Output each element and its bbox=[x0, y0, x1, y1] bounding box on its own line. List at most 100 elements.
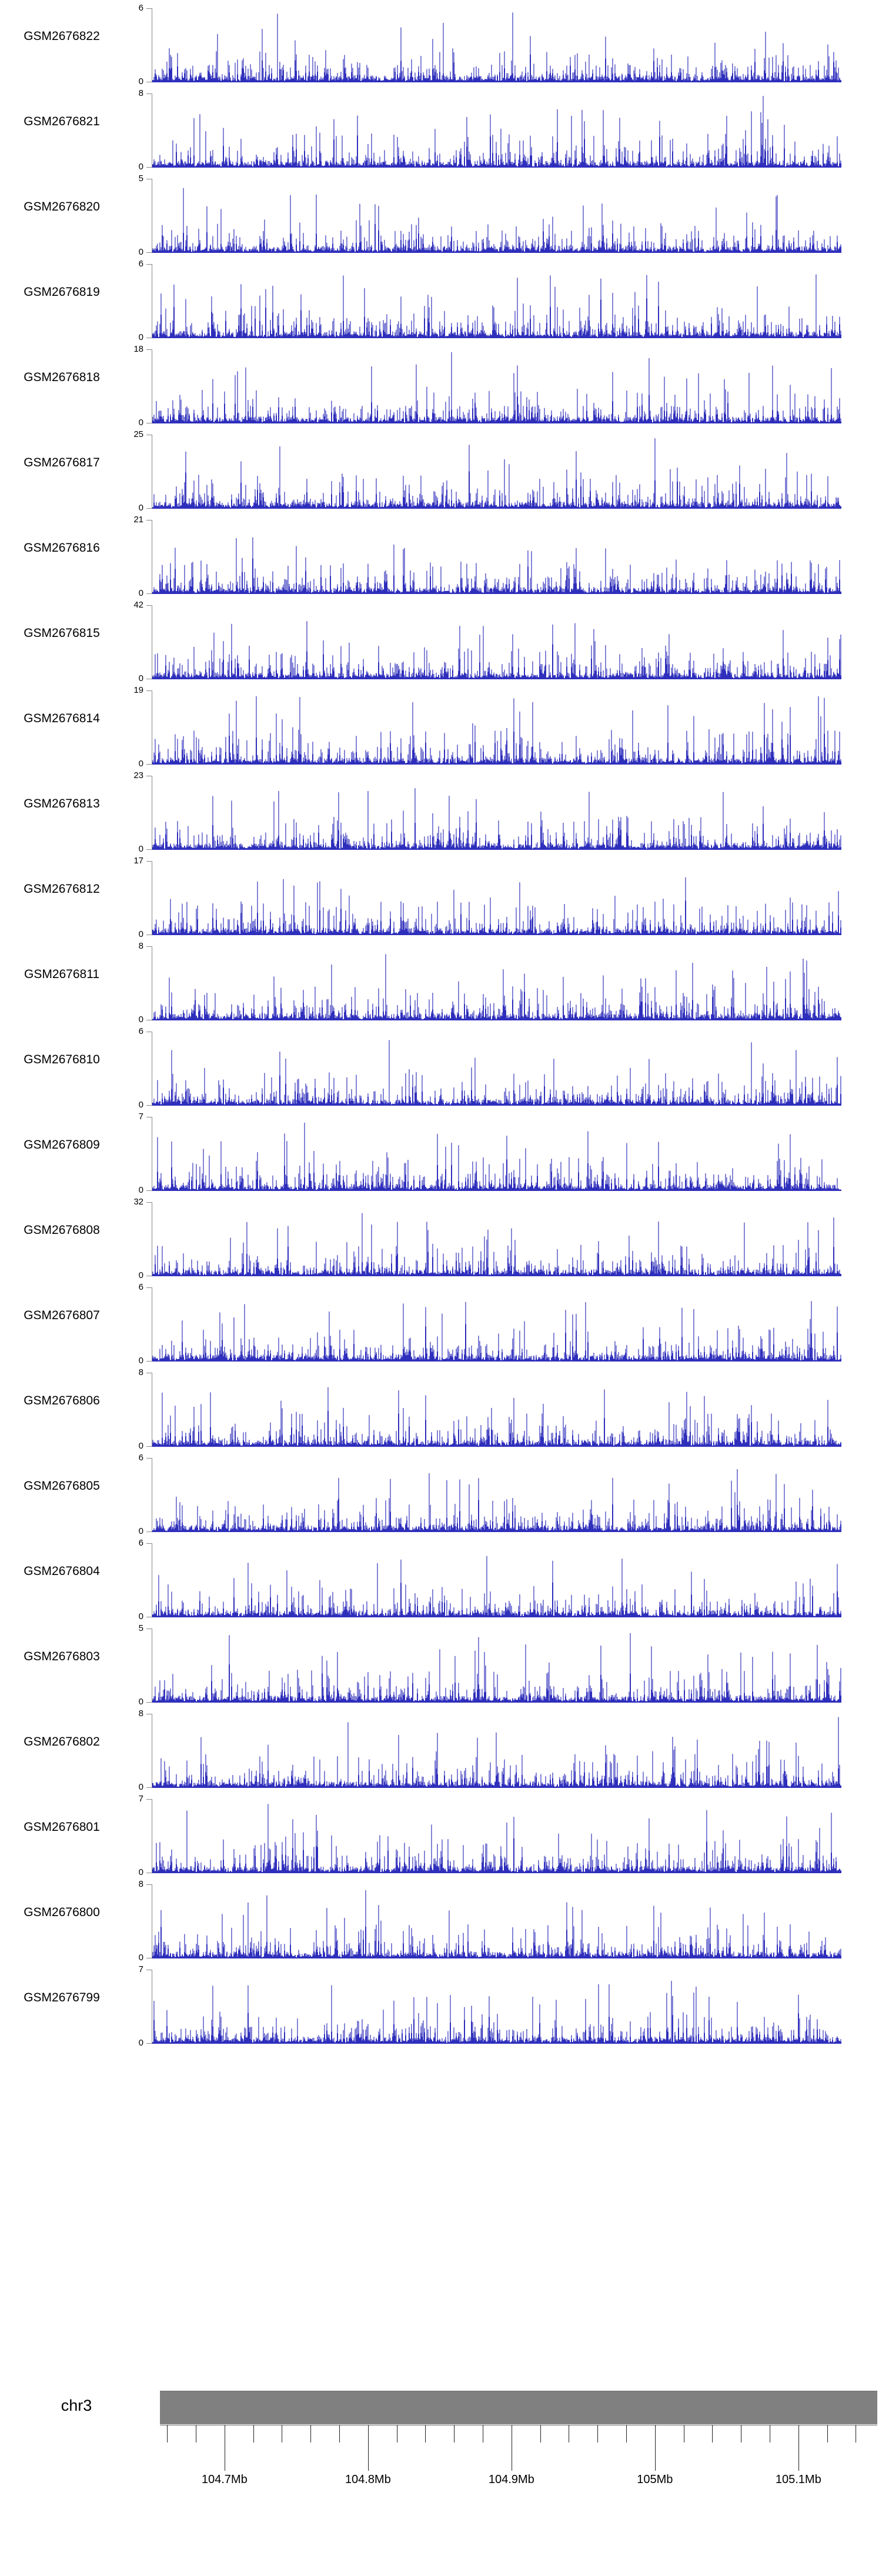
coverage-plot-area[interactable] bbox=[152, 1884, 841, 1958]
axis-tick-minor bbox=[425, 2425, 426, 2442]
coverage-track[interactable]: GSM2676808 32 0 bbox=[0, 1194, 882, 1280]
track-stack: GSM2676822 6 0 GSM2676821 8 0 GSM2676820 5 0 GSM2… bbox=[0, 0, 882, 2047]
coverage-plot-area[interactable] bbox=[152, 264, 841, 338]
track-y-axis: 25 0 bbox=[133, 430, 153, 512]
coverage-track[interactable]: GSM2676812 17 0 bbox=[0, 853, 882, 939]
y-axis-max-value: 32 bbox=[133, 1197, 143, 1206]
coverage-track[interactable]: GSM2676816 21 0 bbox=[0, 512, 882, 598]
coverage-plot-area[interactable] bbox=[152, 1287, 841, 1362]
axis-tick-major bbox=[368, 2425, 369, 2471]
track-label-gsm2676822: GSM2676822 bbox=[0, 29, 123, 44]
coverage-plot-area[interactable] bbox=[152, 1202, 841, 1276]
track-label-gsm2676820: GSM2676820 bbox=[0, 200, 123, 214]
coverage-track[interactable]: GSM2676811 8 0 bbox=[0, 938, 882, 1024]
coverage-plot-area[interactable] bbox=[152, 1970, 841, 2044]
y-axis-max-value: 7 bbox=[139, 1112, 143, 1121]
axis-tick-label: 105Mb bbox=[637, 2473, 673, 2487]
y-axis-min-value: 0 bbox=[139, 2038, 143, 2047]
coverage-track[interactable]: GSM2676819 6 0 bbox=[0, 256, 882, 342]
y-axis-max-value: 6 bbox=[139, 1453, 143, 1462]
y-axis-max-value: 19 bbox=[133, 686, 143, 695]
coverage-track[interactable]: GSM2676820 5 0 bbox=[0, 171, 882, 256]
coverage-track[interactable]: GSM2676802 8 0 bbox=[0, 1706, 882, 1791]
coverage-plot-area[interactable] bbox=[152, 94, 841, 168]
coverage-track[interactable]: GSM2676807 6 0 bbox=[0, 1279, 882, 1365]
y-axis-tick-min bbox=[146, 1702, 152, 1703]
coverage-plot-area[interactable] bbox=[152, 1714, 841, 1788]
y-axis-tick-min bbox=[146, 1190, 152, 1191]
coverage-track[interactable]: GSM2676810 6 0 bbox=[0, 1023, 882, 1109]
coverage-track[interactable]: GSM2676814 19 0 bbox=[0, 682, 882, 768]
coverage-track[interactable]: GSM2676821 8 0 bbox=[0, 85, 882, 171]
track-label-gsm2676806: GSM2676806 bbox=[0, 1394, 123, 1408]
y-axis-tick-min bbox=[146, 252, 152, 253]
coverage-track[interactable]: GSM2676804 6 0 bbox=[0, 1535, 882, 1621]
coverage-plot-area[interactable] bbox=[152, 776, 841, 850]
track-y-axis: 32 0 bbox=[133, 1197, 153, 1280]
y-axis-min-value: 0 bbox=[139, 1442, 143, 1450]
y-axis-min-value: 0 bbox=[139, 1527, 143, 1536]
track-label-gsm2676813: GSM2676813 bbox=[0, 797, 123, 811]
coverage-track[interactable]: GSM2676801 7 0 bbox=[0, 1791, 882, 1877]
track-label-gsm2676809: GSM2676809 bbox=[0, 1138, 123, 1152]
axis-tick-label: 104.9Mb bbox=[489, 2473, 534, 2487]
y-axis-max-value: 6 bbox=[139, 1027, 143, 1036]
coverage-plot-area[interactable] bbox=[152, 1032, 841, 1106]
y-axis-tick-min bbox=[146, 849, 152, 850]
y-axis-min-value: 0 bbox=[139, 248, 143, 256]
coverage-track[interactable]: GSM2676809 7 0 bbox=[0, 1109, 882, 1194]
coverage-plot-area[interactable] bbox=[152, 861, 841, 935]
coverage-track[interactable]: GSM2676805 6 0 bbox=[0, 1450, 882, 1536]
track-label-gsm2676801: GSM2676801 bbox=[0, 1820, 123, 1834]
track-label-gsm2676817: GSM2676817 bbox=[0, 456, 123, 470]
y-axis-tick-max bbox=[146, 1799, 152, 1800]
coverage-plot-area[interactable] bbox=[152, 690, 841, 765]
y-axis-min-value: 0 bbox=[139, 589, 143, 598]
coverage-plot-area[interactable] bbox=[152, 435, 841, 509]
axis-tick-minor bbox=[454, 2425, 455, 2442]
y-axis-tick-max bbox=[146, 605, 152, 606]
y-axis-min-value: 0 bbox=[139, 418, 143, 427]
coverage-plot-area[interactable] bbox=[152, 1458, 841, 1532]
track-label-gsm2676807: GSM2676807 bbox=[0, 1309, 123, 1323]
coverage-track[interactable]: GSM2676800 8 0 bbox=[0, 1876, 882, 1962]
coverage-track[interactable]: GSM2676818 18 0 bbox=[0, 341, 882, 427]
track-label-gsm2676818: GSM2676818 bbox=[0, 371, 123, 385]
axis-tick-major bbox=[654, 2425, 656, 2471]
coverage-track[interactable]: GSM2676817 25 0 bbox=[0, 426, 882, 512]
y-axis-max-value: 8 bbox=[139, 1709, 143, 1718]
coverage-plot-area[interactable] bbox=[152, 8, 841, 82]
y-axis-min-value: 0 bbox=[139, 1186, 143, 1194]
y-axis-tick-max bbox=[146, 264, 152, 265]
coverage-plot-area[interactable] bbox=[152, 520, 841, 594]
axis-tick-label: 105.1Mb bbox=[776, 2473, 821, 2487]
coverage-plot-area[interactable] bbox=[152, 1629, 841, 1703]
y-axis-min-value: 0 bbox=[139, 1015, 143, 1024]
coverage-plot-area[interactable] bbox=[152, 605, 841, 679]
coverage-plot-area[interactable] bbox=[152, 1117, 841, 1191]
axis-tick-minor bbox=[167, 2425, 168, 2442]
coverage-track[interactable]: GSM2676803 5 0 bbox=[0, 1620, 882, 1706]
coverage-track[interactable]: GSM2676799 7 0 bbox=[0, 1961, 882, 2047]
track-label-gsm2676816: GSM2676816 bbox=[0, 541, 123, 555]
coverage-plot-area[interactable] bbox=[152, 349, 841, 423]
coverage-track[interactable]: GSM2676822 6 0 bbox=[0, 0, 882, 86]
y-axis-max-value: 25 bbox=[133, 430, 143, 439]
axis-tick-minor bbox=[827, 2425, 828, 2442]
coverage-track[interactable]: GSM2676806 8 0 bbox=[0, 1364, 882, 1450]
coverage-plot-area[interactable] bbox=[152, 1373, 841, 1447]
coverage-plot-area[interactable] bbox=[152, 946, 841, 1020]
coverage-track[interactable]: GSM2676815 42 0 bbox=[0, 597, 882, 683]
coverage-plot-area[interactable] bbox=[152, 1543, 841, 1617]
coverage-plot-area[interactable] bbox=[152, 179, 841, 253]
y-axis-tick-min bbox=[146, 593, 152, 594]
y-axis-min-value: 0 bbox=[139, 1953, 143, 1962]
coverage-plot-area[interactable] bbox=[152, 1799, 841, 1873]
coverage-track[interactable]: GSM2676813 23 0 bbox=[0, 768, 882, 853]
chromosome-bar bbox=[160, 2391, 877, 2424]
